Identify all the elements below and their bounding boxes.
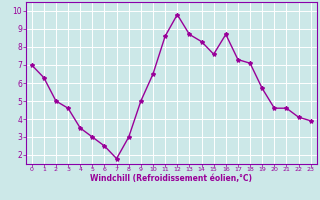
X-axis label: Windchill (Refroidissement éolien,°C): Windchill (Refroidissement éolien,°C) xyxy=(90,174,252,183)
